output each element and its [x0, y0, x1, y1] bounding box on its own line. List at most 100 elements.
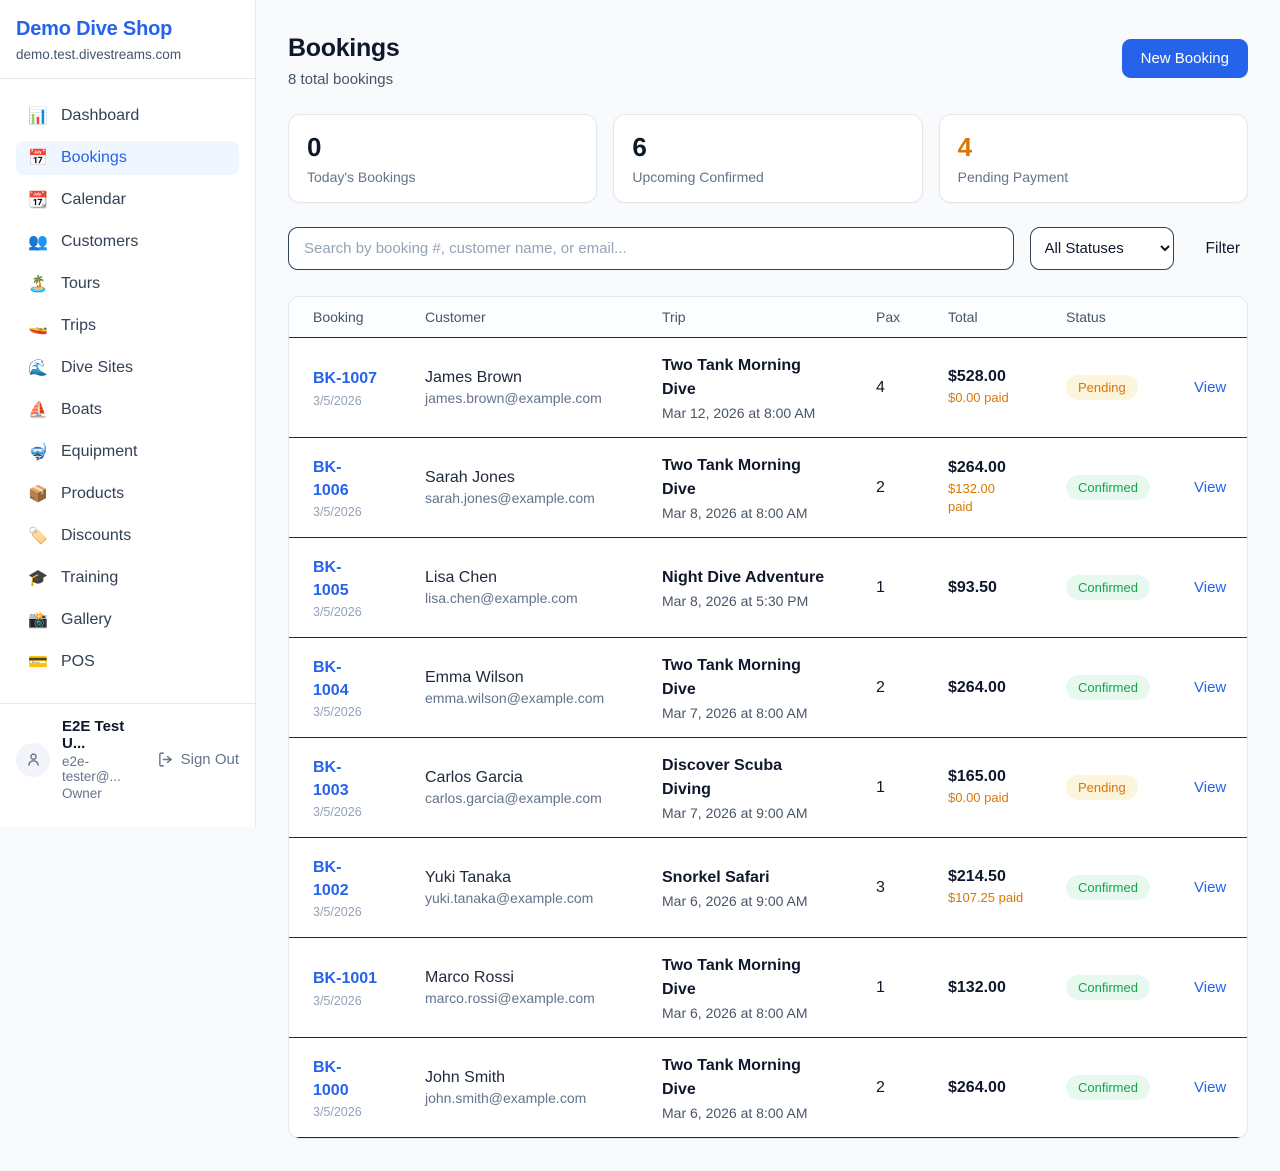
sidebar-item-tours[interactable]: 🏝️ Tours	[16, 267, 239, 301]
booking-link[interactable]: BK- 1004	[313, 658, 349, 699]
sidebar-item-dive-sites[interactable]: 🌊 Dive Sites	[16, 351, 239, 385]
search-input[interactable]	[288, 227, 1014, 270]
pos-icon: 💳	[28, 654, 48, 671]
sidebar-item-customers[interactable]: 👥 Customers	[16, 225, 239, 259]
sidebar-user-footer: E2E Test U... e2e-tester@... Owner Sign …	[0, 703, 255, 827]
stat-card-upcoming-confirmed: 6 Upcoming Confirmed	[613, 114, 923, 203]
sidebar-item-dashboard[interactable]: 📊 Dashboard	[16, 99, 239, 133]
status-filter-select[interactable]: All Statuses	[1029, 227, 1174, 270]
view-link[interactable]: View	[1194, 778, 1227, 796]
view-link[interactable]: View	[1194, 578, 1227, 596]
trip-datetime: Mar 7, 2026 at 8:00 AM	[662, 704, 808, 721]
total-amount: $528.00	[948, 368, 1006, 386]
trip-name: Two Tank Morning Dive	[662, 1057, 801, 1098]
status-badge: Confirmed	[1066, 675, 1150, 700]
trip-name: Two Tank Morning Dive	[662, 657, 801, 698]
status-badge: Confirmed	[1066, 475, 1150, 500]
training-icon: 🎓	[28, 570, 48, 587]
sidebar-item-label: Bookings	[61, 149, 127, 166]
customer-email: lisa.chen@example.com	[425, 590, 578, 606]
calendar-icon: 📆	[28, 192, 48, 209]
sidebar-header: Demo Dive Shop demo.test.divestreams.com	[0, 0, 255, 79]
sign-out-button[interactable]: Sign Out	[157, 751, 239, 768]
page-title: Bookings	[288, 34, 400, 62]
column-header-trip: Trip	[662, 309, 686, 325]
user-role: Owner	[62, 786, 102, 801]
customer-name: Lisa Chen	[425, 569, 498, 586]
sidebar-item-boats[interactable]: ⛵ Boats	[16, 393, 239, 427]
trip-datetime: Mar 6, 2026 at 8:00 AM	[662, 1104, 808, 1121]
column-header-status: Status	[1066, 309, 1106, 325]
sidebar-item-products[interactable]: 📦 Products	[16, 477, 239, 511]
booking-link[interactable]: BK-1001	[313, 970, 378, 988]
view-link[interactable]: View	[1194, 478, 1227, 496]
booking-link[interactable]: BK- 1006	[313, 458, 349, 499]
main-content: Bookings 8 total bookings New Booking 0 …	[256, 0, 1280, 1171]
table-row: BK-1001 3/5/2026 Marco Rossi marco.rossi…	[289, 938, 1247, 1038]
bookings-icon: 📅	[28, 150, 48, 167]
view-link[interactable]: View	[1194, 378, 1227, 396]
table-row: BK-1007 3/5/2026 James Brown james.brown…	[289, 338, 1247, 438]
new-booking-button[interactable]: New Booking	[1121, 39, 1248, 78]
trip-name: Night Dive Adventure	[662, 568, 825, 586]
products-icon: 📦	[28, 486, 48, 503]
booking-date: 3/5/2026	[313, 993, 362, 1008]
booking-link[interactable]: BK- 1002	[313, 858, 349, 899]
booking-date: 3/5/2026	[313, 905, 362, 920]
table-row: BK- 1003 3/5/2026 Carlos Garcia carlos.g…	[289, 738, 1247, 838]
sidebar-item-calendar[interactable]: 📆 Calendar	[16, 183, 239, 217]
stat-card-todays-bookings: 0 Today's Bookings	[288, 114, 598, 203]
sidebar-item-training[interactable]: 🎓 Training	[16, 561, 239, 595]
sidebar-item-bookings[interactable]: 📅 Bookings	[16, 141, 239, 175]
total-amount: $165.00	[948, 768, 1006, 786]
trip-name: Two Tank Morning Dive	[662, 457, 801, 498]
pax-value: 2	[876, 478, 885, 496]
booking-link[interactable]: BK- 1003	[313, 758, 349, 799]
view-link[interactable]: View	[1194, 678, 1227, 696]
status-badge: Pending	[1066, 775, 1138, 800]
trip-datetime: Mar 8, 2026 at 5:30 PM	[662, 593, 809, 610]
view-link[interactable]: View	[1194, 1078, 1227, 1096]
sidebar-item-pos[interactable]: 💳 POS	[16, 645, 239, 679]
sidebar-item-label: Trips	[61, 317, 96, 334]
pax-value: 4	[876, 378, 885, 396]
customer-name: Carlos Garcia	[425, 769, 523, 786]
booking-link[interactable]: BK- 1000	[313, 1058, 349, 1099]
view-link[interactable]: View	[1194, 878, 1227, 896]
table-header-row: Booking Customer Trip Pax Total Status	[289, 297, 1247, 338]
customer-email: carlos.garcia@example.com	[425, 790, 602, 806]
status-badge: Pending	[1066, 375, 1138, 400]
status-badge: Confirmed	[1066, 1075, 1150, 1100]
customer-name: Yuki Tanaka	[425, 869, 511, 886]
user-avatar-icon	[16, 742, 50, 777]
booking-link[interactable]: BK- 1005	[313, 558, 349, 599]
sidebar-item-gallery[interactable]: 📸 Gallery	[16, 603, 239, 637]
pax-value: 3	[876, 878, 885, 896]
status-badge: Confirmed	[1066, 975, 1150, 1000]
sidebar-item-discounts[interactable]: 🏷️ Discounts	[16, 519, 239, 553]
bookings-table: Booking Customer Trip Pax Total Status B…	[288, 296, 1248, 1139]
trip-datetime: Mar 12, 2026 at 8:00 AM	[662, 404, 816, 421]
paid-amount: $0.00 paid	[948, 790, 1009, 806]
customer-email: john.smith@example.com	[425, 1090, 587, 1106]
sidebar-item-label: Training	[61, 569, 119, 586]
sidebar-item-trips[interactable]: 🚤 Trips	[16, 309, 239, 343]
sidebar-item-label: Calendar	[61, 191, 126, 208]
sidebar-item-label: Equipment	[61, 443, 138, 460]
trip-datetime: Mar 6, 2026 at 9:00 AM	[662, 893, 808, 910]
booking-link[interactable]: BK-1007	[313, 370, 378, 388]
column-header-pax: Pax	[876, 309, 901, 325]
stat-label: Pending Payment	[957, 169, 1069, 185]
customer-name: Emma Wilson	[425, 669, 524, 686]
sidebar-item-equipment[interactable]: 🤿 Equipment	[16, 435, 239, 469]
page-header: Bookings 8 total bookings New Booking	[288, 34, 1248, 88]
page-subtitle: 8 total bookings	[288, 71, 394, 88]
view-link[interactable]: View	[1194, 978, 1227, 996]
shop-name: Demo Dive Shop	[16, 18, 173, 40]
sidebar-item-label: Discounts	[61, 527, 132, 544]
sidebar-item-label: Gallery	[61, 611, 112, 628]
sign-out-label: Sign Out	[180, 751, 239, 768]
filter-button[interactable]: Filter	[1198, 232, 1248, 266]
sidebar: Demo Dive Shop demo.test.divestreams.com…	[0, 0, 256, 827]
total-amount: $93.50	[948, 578, 997, 596]
